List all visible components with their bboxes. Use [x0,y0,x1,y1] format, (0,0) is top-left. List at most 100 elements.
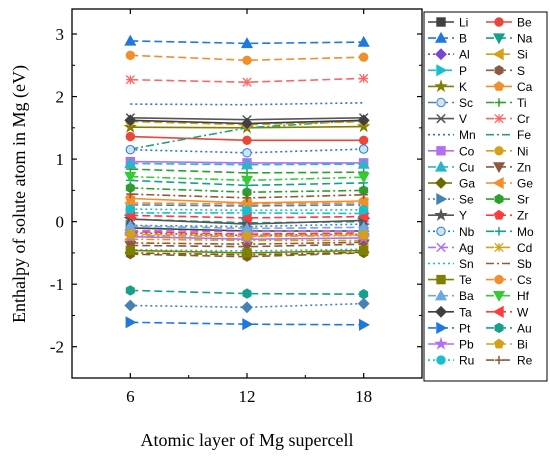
series-au [125,285,369,300]
series-extra-0 [124,297,370,314]
legend-label: Pb [459,338,474,352]
series-w-point [240,211,252,224]
legend-entry-sb: Sb [486,257,532,271]
legend-entry-be: Be [486,16,532,30]
legend-marker [494,242,504,253]
legend-marker [494,322,504,334]
legend-label: Zr [517,209,528,223]
series-re-point [359,190,368,199]
legend-label: Ga [459,177,475,191]
series-cr [125,73,369,87]
legend-entry-s: S [486,64,525,78]
legend-entry-cs: Cs [486,273,532,287]
series-pt-line [130,321,364,326]
series-mo-line [130,179,364,187]
series-ru-point [358,205,369,215]
legend-entry-ni: Ni [486,144,528,158]
legend-label: Ru [459,354,474,368]
legend-label: Na [517,32,533,46]
y-tick-label: -2 [50,338,64,357]
series-extra-0-point [124,299,137,312]
series-b-line [130,40,364,45]
legend-marker [494,113,504,124]
x-axis-label: Atomic layer of Mg supercell [141,430,354,450]
legend-entry-hf: Hf [486,289,530,303]
legend-marker [436,113,446,124]
legend-entry-sc: Sc [428,96,473,110]
legend-marker [493,80,505,91]
legend-marker [436,226,446,237]
series-nb-point [242,148,252,158]
series-re [126,189,368,203]
legend-marker [492,176,504,190]
series-b-point [240,37,254,49]
legend-label: Au [517,321,532,335]
legend-label: W [517,305,529,319]
legend-label: Ge [517,177,533,191]
series-cs-point [125,50,136,60]
legend-marker [436,97,446,108]
legend-items: Li Be B Na Al Si P S K Ca Sc Ti V Cr Mn Fe Co Ni Cu Zn Ga Ge S… [428,16,534,368]
legend-entry-ge: Ge [486,177,533,191]
legend-label: Co [459,144,475,158]
series-te [125,245,369,258]
series-ta-point [241,117,253,130]
legend-label: Ni [517,144,528,158]
legend-label: Sc [459,96,473,110]
legend-label: B [459,32,467,46]
legend-entry-au: Au [486,321,532,335]
series-sb-line [130,241,364,246]
series-ti-line [130,168,364,174]
legend-entry-ru: Ru [428,354,474,368]
legend-label: Se [459,193,474,207]
legend-entry-co: Co [428,144,475,158]
legend-label: Sn [459,257,474,271]
series-au-line [130,289,364,295]
series-bi [125,228,369,241]
series-k-point [123,120,137,133]
legend-label: Zn [517,160,531,174]
series-ta-point [357,114,370,127]
series-mn-line [130,102,364,106]
y-tick-label: 2 [56,88,65,107]
legend-marker [492,305,504,318]
legend-marker [494,98,504,107]
legend-label: K [459,80,467,94]
series-cr-point [359,73,369,84]
y-tick-label: 3 [56,25,65,44]
series-mn [130,102,364,106]
legend-marker [434,336,448,350]
legend-label: Ba [459,289,474,303]
legend-entry-pt: Pt [428,321,471,335]
series-nb-point [358,144,369,154]
legend-label: Bi [517,338,528,352]
series-bi-point [358,229,369,240]
legend-label: Cu [459,160,474,174]
legend-marker [492,48,504,61]
legend-entry-mn: Mn [428,128,476,142]
legend-marker [493,209,505,220]
legend-entry-ag: Ag [428,241,474,255]
legend-marker [494,355,504,365]
series-ta [124,114,370,130]
legend-entry-sn: Sn [428,257,474,271]
series-zn-line [130,243,364,248]
legend-marker [436,242,446,253]
legend-entry-cu: Cu [428,160,474,174]
legend-marker [436,355,446,365]
legend-marker [436,146,446,156]
legend-entry-k: K [428,79,467,94]
legend-label: Al [459,48,470,62]
series-te-point [242,248,252,258]
series-cs [125,50,369,65]
legend-entry-sr: Sr [486,193,529,207]
legend-label: Ta [459,305,472,319]
series-bi-point [241,230,253,241]
legend-entry-zr: Zr [486,209,528,223]
legend-label: Re [517,354,533,368]
legend-label: Te [459,273,472,287]
legend-marker [436,64,448,77]
series-be-point [242,135,252,146]
